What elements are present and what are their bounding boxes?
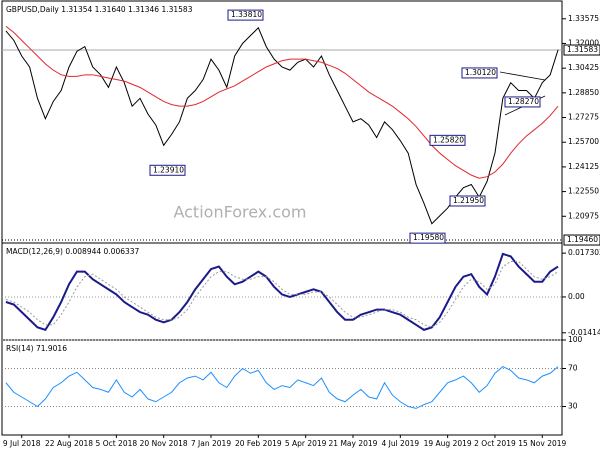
y-tick-label: 1.24125 (568, 162, 599, 171)
y-tick-label: 100 (568, 335, 583, 344)
x-tick-label: 20 Nov 2018 (140, 439, 188, 448)
y-tick-label: 1.27275 (568, 113, 599, 122)
series-line (5, 26, 559, 225)
annotation-box (461, 67, 498, 79)
annotation-label: 1.19580 (413, 233, 444, 242)
panel-title: GBPUSD,Daily 1.31354 1.31640 1.31346 1.3… (6, 5, 193, 14)
y-tick-label: 30 (568, 402, 578, 411)
price-marker-label: 1.31583 (567, 45, 598, 54)
y-tick-label: 1.20975 (568, 211, 599, 220)
series-line (5, 366, 559, 409)
x-tick-label: 9 Jul 2018 (3, 439, 41, 448)
y-tick-label: 1.22550 (568, 187, 599, 196)
series-line (5, 252, 559, 332)
annotation-box (504, 96, 541, 108)
x-tick-label: 15 Nov 2019 (518, 439, 566, 448)
annotation-box (449, 195, 486, 207)
annotation-label: 1.23910 (153, 165, 184, 174)
x-tick-label: 2 Oct 2019 (474, 439, 516, 448)
y-tick-label: -0.014148 (568, 328, 600, 337)
price-marker-box (563, 234, 600, 246)
y-tick-label: 1.32000 (568, 38, 599, 47)
x-tick-label: 22 Aug 2018 (45, 439, 93, 448)
y-tick-label: 1.25700 (568, 137, 599, 146)
x-tick-label: 7 Jan 2019 (191, 439, 231, 448)
trend-line (499, 71, 546, 81)
annotation-label: 1.30120 (465, 68, 496, 77)
price-marker-box (563, 44, 600, 56)
annotation-label: 1.28270 (508, 97, 539, 106)
x-tick-label: 19 Aug 2019 (424, 439, 472, 448)
annotation-box (429, 134, 466, 146)
panel-title: RSI(14) 71.9016 (6, 344, 67, 353)
watermark: ActionForex.com (173, 203, 306, 222)
panel-title: MACD(12,26,9) 0.008944 0.006337 (6, 247, 140, 256)
y-tick-label: 70 (568, 364, 578, 373)
annotation-label: 1.21950 (453, 196, 484, 205)
annotation-label: 1.25820 (433, 135, 464, 144)
y-tick-label: 1.30425 (568, 63, 599, 72)
x-tick-label: 5 Oct 2018 (96, 439, 138, 448)
price-marker-label: 1.19460 (567, 235, 598, 244)
x-tick-label: 20 Feb 2019 (235, 439, 282, 448)
title-bg (4, 246, 144, 257)
annotation-box (149, 164, 186, 176)
y-tick-label: 1.28850 (568, 88, 599, 97)
title-bg (4, 343, 144, 354)
x-tick-label: 4 Jul 2019 (381, 439, 419, 448)
annotation-box (409, 232, 446, 244)
annotation-box (227, 9, 264, 21)
title-bg (4, 4, 204, 15)
series-line (5, 260, 559, 328)
annotation-label: 1.33810 (231, 10, 262, 19)
y-tick-label: 1.33575 (568, 14, 599, 23)
x-tick-label: 21 May 2019 (329, 439, 378, 448)
y-tick-label: 0.00 (568, 292, 585, 301)
x-tick-label: 5 Apr 2019 (285, 439, 327, 448)
series-line (5, 25, 559, 179)
y-tick-label: 0.017302 (568, 248, 600, 257)
